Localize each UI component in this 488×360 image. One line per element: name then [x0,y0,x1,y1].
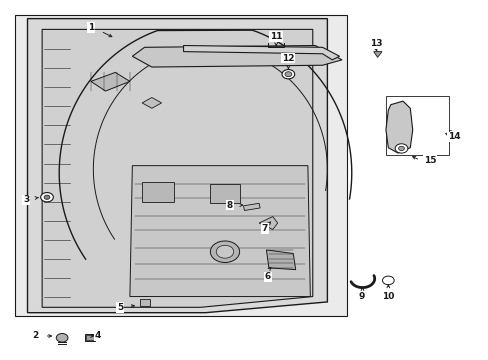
Circle shape [282,69,294,79]
Text: 3: 3 [23,195,29,204]
Circle shape [398,146,404,150]
Polygon shape [27,19,327,313]
Circle shape [382,276,393,285]
Bar [210,184,239,203]
Circle shape [210,241,239,262]
Text: 13: 13 [369,39,382,48]
Bar [142,182,173,202]
Polygon shape [91,72,130,91]
Text: 5: 5 [117,303,123,312]
Text: 2: 2 [33,332,39,341]
Polygon shape [243,203,260,211]
Polygon shape [142,98,161,108]
Polygon shape [385,101,412,153]
Polygon shape [373,51,381,57]
Polygon shape [266,250,295,270]
Text: 11: 11 [269,32,282,41]
Text: 1: 1 [88,23,94,32]
Text: 8: 8 [226,201,232,210]
Circle shape [285,72,291,77]
Circle shape [216,245,233,258]
Text: 7: 7 [261,224,267,233]
Text: 4: 4 [95,332,101,341]
Polygon shape [132,45,341,67]
Text: 12: 12 [282,54,294,63]
Circle shape [41,193,53,202]
Bar [86,335,94,340]
Circle shape [44,195,50,199]
Polygon shape [130,166,310,297]
Bar [84,334,95,341]
Bar [385,96,448,155]
Text: 6: 6 [264,272,270,281]
Text: 10: 10 [382,292,394,301]
Polygon shape [42,30,312,307]
Bar [15,15,346,316]
Text: 9: 9 [358,292,364,301]
Circle shape [56,333,68,342]
Text: 15: 15 [423,156,435,165]
Circle shape [394,144,407,153]
Bar [140,299,150,306]
Polygon shape [259,217,277,229]
Polygon shape [183,45,339,60]
Text: 14: 14 [447,132,460,141]
